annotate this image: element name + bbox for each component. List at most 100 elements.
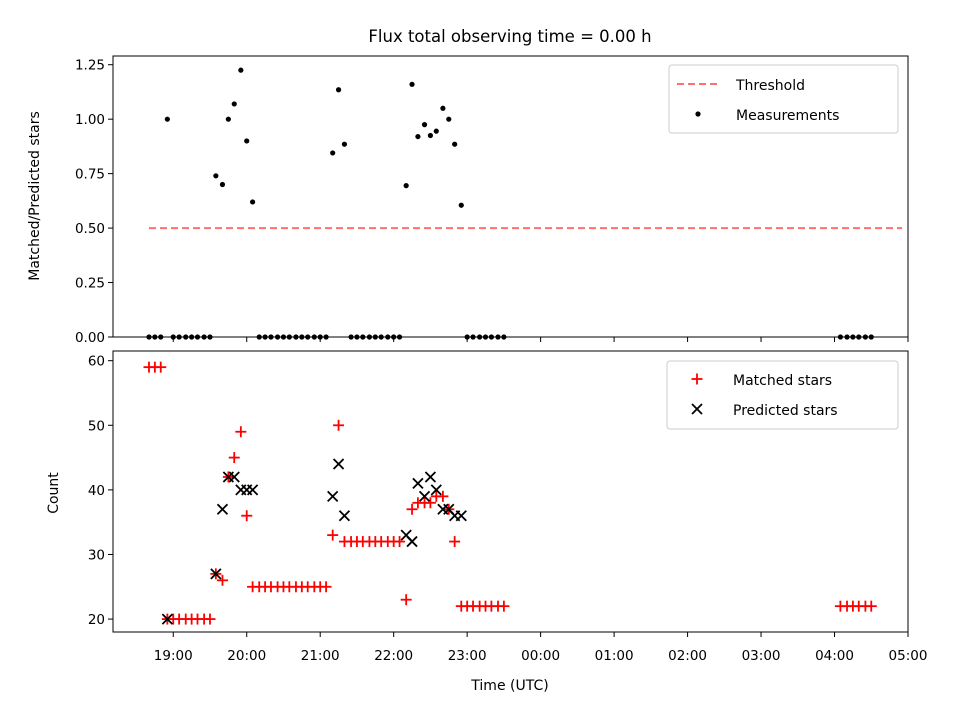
top-legend: Threshold Measurements — [668, 64, 899, 134]
measurement-point — [341, 141, 348, 147]
predicted-star-point — [418, 490, 431, 502]
legend-cross-marker — [691, 403, 703, 415]
measurement-point — [391, 334, 397, 340]
y-tick-label: 50 — [88, 418, 105, 434]
y-tick-label: 0.50 — [75, 221, 105, 237]
top-y-axis-label: Matched/Predicted stars — [27, 111, 43, 281]
measurement-point — [452, 141, 458, 147]
measurement-point — [458, 202, 464, 208]
x-tick-label: 21:00 — [301, 648, 340, 664]
cross-stroke-b — [424, 471, 437, 483]
cross-stroke-b — [338, 510, 351, 522]
legend-measurements-swatch — [695, 111, 701, 117]
x-tick-label: 19:00 — [154, 648, 193, 664]
measurement-point — [837, 334, 844, 340]
measurement-point — [152, 334, 158, 340]
x-tick-label: 23:00 — [448, 648, 487, 664]
measurement-point — [305, 334, 311, 340]
measurement-point — [844, 334, 850, 340]
measurement-point — [488, 334, 494, 340]
measurement-point — [501, 334, 507, 340]
cross-stroke-b — [228, 471, 240, 483]
predicted-star-point — [228, 471, 240, 483]
panel-counts: Count Time (UTC) 20 30 40 50 60 19:00 20:00 21… — [46, 350, 928, 694]
matched-star-point — [394, 536, 406, 548]
x-axis-label: Time (UTC) — [470, 678, 548, 694]
matched-star-point — [437, 490, 449, 502]
measurement-point — [231, 101, 237, 107]
y-tick-label: 40 — [88, 483, 105, 499]
cross-stroke-b — [210, 568, 222, 580]
legend-threshold-label: Threshold — [735, 78, 805, 94]
measurement-point — [158, 334, 164, 340]
measurement-point — [286, 334, 292, 340]
measurement-point — [446, 116, 452, 122]
measurement-point — [225, 116, 231, 122]
predicted-star-point — [161, 613, 174, 625]
measurement-point — [396, 334, 403, 340]
cross-stroke-b — [691, 403, 703, 415]
legend-predicted-label: Predicted stars — [733, 403, 838, 419]
x-tick-label: 04:00 — [815, 648, 854, 664]
measurement-point — [348, 334, 354, 340]
matched-star-point — [228, 452, 240, 464]
bottom-y-axis: 20 30 40 50 60 — [88, 354, 113, 628]
predicted-star-point — [455, 510, 467, 522]
bottom-y-axis-label: Count — [46, 472, 62, 514]
cross-stroke-b — [400, 529, 412, 541]
bottom-legend: Matched stars Predicted stars — [666, 360, 899, 430]
matched-star-point — [498, 600, 510, 612]
measurement-point — [244, 138, 250, 144]
predicted-stars-series — [161, 458, 467, 625]
predicted-star-point — [424, 471, 437, 483]
x-tick-label: 03:00 — [742, 648, 781, 664]
measurement-point — [170, 334, 176, 340]
cross-stroke-b — [418, 490, 431, 502]
measurement-point — [850, 334, 856, 340]
measurement-point — [427, 132, 434, 139]
measurement-point — [409, 81, 415, 87]
measurement-point — [201, 334, 207, 340]
predicted-star-point — [338, 510, 351, 522]
measurement-point — [403, 183, 409, 189]
x-tick-label: 22:00 — [374, 648, 413, 664]
measurement-point — [421, 122, 428, 128]
cross-stroke-b — [412, 477, 424, 490]
measurement-point — [385, 334, 391, 340]
top-y-axis: 0.00 0.25 0.50 0.75 1.00 1.25 — [75, 58, 113, 346]
x-tick-label: 02:00 — [668, 648, 707, 664]
y-tick-label: 60 — [88, 354, 105, 370]
measurement-point — [183, 334, 189, 340]
predicted-star-point — [332, 458, 345, 470]
measurement-point — [323, 334, 329, 340]
y-tick-label: 1.00 — [75, 112, 105, 128]
predicted-star-point — [216, 503, 229, 515]
measurement-point — [299, 334, 305, 340]
measurement-point — [440, 105, 446, 111]
cross-stroke-b — [455, 510, 467, 522]
measurement-point — [238, 67, 244, 73]
measurement-point — [293, 334, 299, 340]
x-tick-label: 20:00 — [227, 648, 266, 664]
top-legend-box — [668, 64, 899, 134]
measurement-point — [176, 334, 182, 340]
measurement-point — [464, 334, 470, 340]
legend-matched-swatch — [691, 373, 703, 385]
matched-star-point — [424, 497, 436, 509]
measurement-point — [189, 334, 195, 340]
matched-star-point — [235, 426, 247, 438]
cross-stroke-b — [327, 490, 339, 502]
legend-matched-label: Matched stars — [733, 373, 832, 389]
matched-star-point — [216, 574, 228, 586]
measurement-point — [194, 334, 201, 340]
predicted-star-point — [327, 490, 339, 502]
measurement-point — [219, 181, 226, 188]
x-tick-label: 01:00 — [595, 648, 634, 664]
matched-star-point — [327, 529, 339, 541]
x-tick-label: 05:00 — [889, 648, 928, 664]
matched-star-point — [155, 361, 167, 373]
chart-title: Flux total observing time = 0.00 h — [368, 27, 651, 46]
legend-predicted-swatch — [691, 403, 703, 415]
measurement-point — [495, 334, 501, 340]
measurement-point — [268, 334, 274, 340]
